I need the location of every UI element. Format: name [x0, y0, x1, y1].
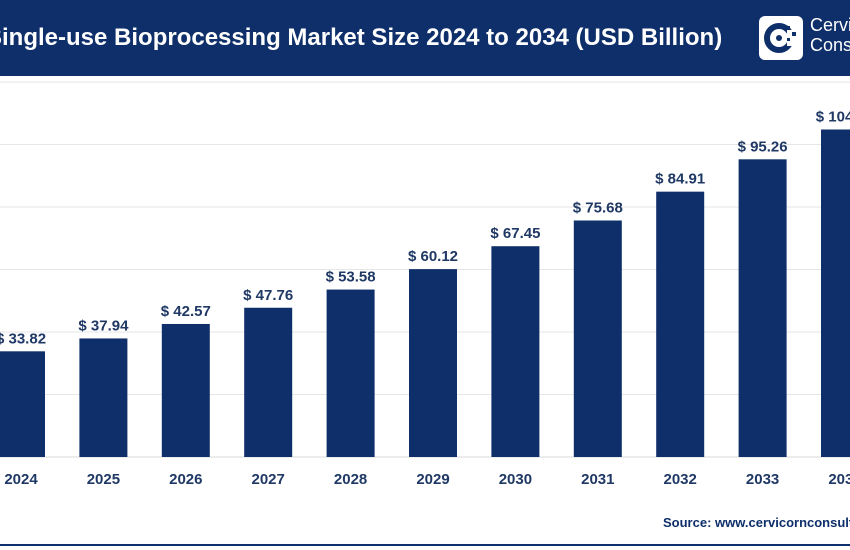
- bar-2034: [821, 129, 850, 457]
- bar-2030: [491, 246, 540, 457]
- x-tick-label-2031: 2031: [581, 471, 614, 488]
- x-tick-label-2033: 2033: [746, 471, 779, 488]
- x-tick-label-2034: 2034: [828, 471, 850, 488]
- data-label-2025: $ 37.94: [78, 317, 129, 334]
- chart-title: Single-use Bioprocessing Market Size 202…: [0, 24, 723, 51]
- bar-2026: [161, 323, 210, 457]
- data-label-2032: $ 84.91: [655, 171, 705, 188]
- data-label-2024: $ 33.82: [0, 330, 46, 347]
- data-label-2034: $ 104.80: [816, 109, 850, 126]
- x-tick-label-2026: 2026: [169, 471, 202, 488]
- data-label-2029: $ 60.12: [408, 248, 458, 265]
- bar-2027: [244, 307, 293, 457]
- data-label-2033: $ 95.26: [738, 138, 788, 155]
- data-label-2028: $ 53.58: [326, 269, 376, 286]
- data-label-2026: $ 42.57: [161, 303, 211, 320]
- x-tick-label-2024: 2024: [4, 471, 38, 488]
- source-note: Source: www.cervicornconsulting.com: [663, 515, 850, 530]
- x-tick-label-2029: 2029: [416, 471, 449, 488]
- x-tick-label-2032: 2032: [664, 471, 697, 488]
- logo-line-1: Cervicorn: [810, 15, 850, 35]
- bar-2031: [573, 220, 622, 457]
- logo-wordmark: Cervicorn Consulting: [810, 15, 850, 55]
- data-label-2031: $ 75.68: [573, 200, 623, 217]
- bar-2029: [409, 269, 457, 457]
- bar-2024: [0, 351, 45, 457]
- bar-2032: [656, 191, 705, 457]
- data-label-2027: $ 47.76: [243, 287, 293, 304]
- x-tick-label-2028: 2028: [334, 471, 367, 488]
- data-label-2030: $ 67.45: [490, 225, 540, 242]
- cervicorn-logo-icon: [759, 16, 803, 60]
- x-tick-label-2027: 2027: [252, 471, 285, 488]
- title-banner: Single-use Bioprocessing Market Size 202…: [0, 0, 850, 76]
- bar-2025: [79, 338, 128, 457]
- x-tick-label-2030: 2030: [499, 471, 532, 488]
- x-tick-label-2025: 2025: [87, 471, 120, 488]
- bottom-rule: [0, 544, 850, 546]
- bar-2028: [326, 289, 375, 457]
- logo-line-2: Consulting: [810, 35, 850, 55]
- bar-2033: [738, 159, 787, 457]
